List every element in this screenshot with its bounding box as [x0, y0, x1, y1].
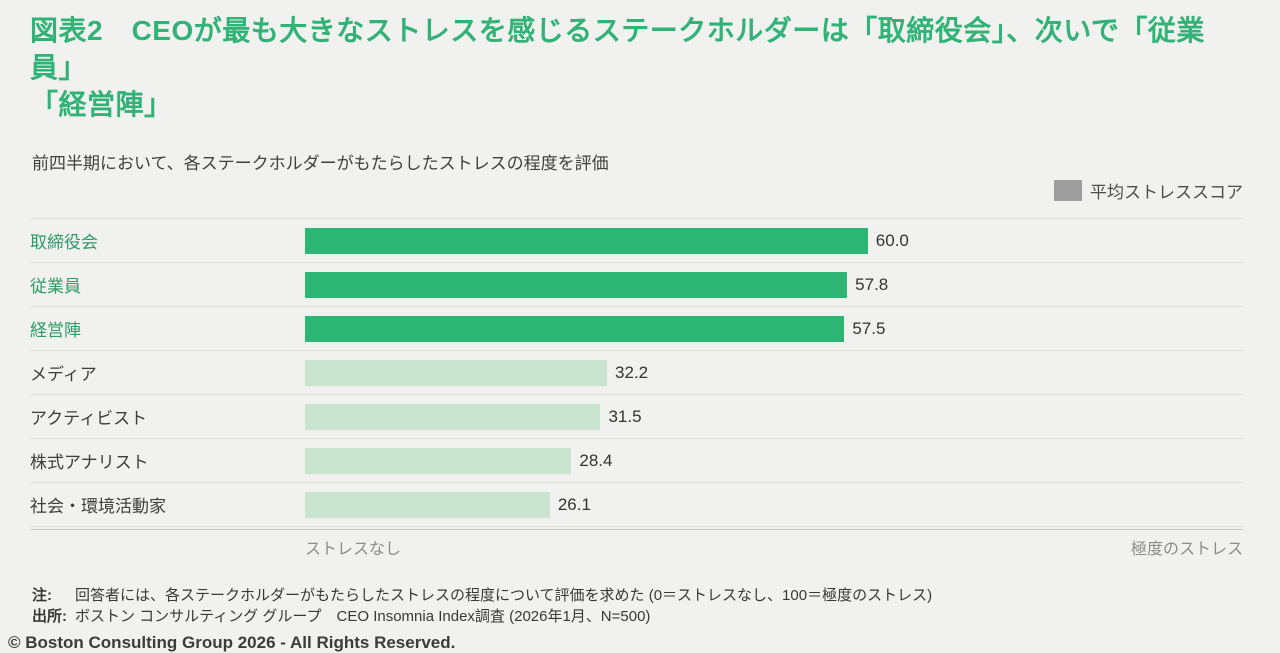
- legend-label: 平均ストレススコア: [1090, 182, 1243, 202]
- source-text: ボストン コンサルティング グループ CEO Insomnia Index調査 …: [75, 608, 651, 625]
- chart-subtitle: 前四半期において、各ステークホルダーがもたらしたストレスの程度を評価: [32, 154, 609, 173]
- bar: [305, 359, 608, 386]
- bar: [305, 271, 848, 298]
- x-axis-min-label: ストレスなし: [305, 541, 402, 558]
- value-label: 32.2: [615, 362, 649, 382]
- bar-track: 32.2: [305, 351, 1243, 394]
- figure-title-line1: 図表2 CEOが最も大きなストレスを感じるステークホルダーは「取締役会」、次いで…: [30, 15, 1205, 83]
- category-label: 経営陣: [30, 321, 81, 340]
- note-label: 注:: [32, 587, 52, 604]
- category-label: 社会・環境活動家: [30, 497, 166, 516]
- figure-title-line2: 「経営陣」: [30, 89, 173, 120]
- bar-track: 60.0: [305, 219, 1243, 262]
- source-line: 出所: ボストン コンサルティング グループ CEO Insomnia Inde…: [32, 606, 1248, 627]
- value-label: 57.5: [852, 318, 886, 338]
- figure-page: 図表2 CEOが最も大きなストレスを感じるステークホルダーは「取締役会」、次いで…: [0, 12, 1280, 652]
- bar-track: 28.4: [305, 439, 1243, 482]
- chart-row: 従業員 57.8: [30, 262, 1243, 306]
- bar-track: 57.5: [305, 307, 1243, 350]
- bar-chart: 取締役会 60.0 従業員 57.8 経営陣 57.5 メディア 32.2 アクティビスト 31.…: [30, 218, 1243, 527]
- legend-swatch-icon: [1054, 179, 1082, 201]
- chart-legend: 平均ストレススコア: [0, 179, 1243, 202]
- copyright-footer: © Boston Consulting Group 2026 - All Rig…: [8, 633, 456, 652]
- bar-track: 31.5: [305, 395, 1243, 438]
- chart-row: 経営陣 57.5: [30, 306, 1243, 350]
- category-label: アクティビスト: [30, 409, 148, 428]
- source-label: 出所:: [32, 608, 67, 625]
- category-label: 従業員: [30, 277, 81, 296]
- figure-title: 図表2 CEOが最も大きなストレスを感じるステークホルダーは「取締役会」、次いで…: [30, 12, 1250, 123]
- value-label: 26.1: [557, 494, 591, 514]
- note-line: 注: 回答者には、各ステークホルダーがもたらしたストレスの程度について評価を求め…: [32, 585, 1248, 606]
- chart-row: メディア 32.2: [30, 350, 1243, 394]
- bar-track: 57.8: [305, 263, 1243, 306]
- value-label: 57.8: [855, 274, 889, 294]
- category-label: 取締役会: [30, 233, 98, 252]
- bar: [305, 491, 550, 518]
- x-axis-labels: ストレスなし 極度のストレス: [305, 535, 1243, 559]
- value-label: 31.5: [608, 406, 642, 426]
- chart-row: 株式アナリスト 28.4: [30, 438, 1243, 482]
- category-label: 株式アナリスト: [30, 453, 149, 472]
- x-axis-max-label: 極度のストレス: [1130, 541, 1243, 558]
- chart-row: 社会・環境活動家 26.1: [30, 482, 1243, 526]
- chart-row: 取締役会 60.0: [30, 218, 1243, 262]
- bar-track: 26.1: [305, 483, 1243, 526]
- value-label: 60.0: [875, 230, 909, 250]
- bar: [305, 315, 845, 342]
- category-label: メディア: [30, 365, 97, 384]
- bar: [305, 447, 572, 474]
- bar: [305, 403, 601, 430]
- x-axis-line: [30, 529, 1243, 530]
- note-text: 回答者には、各ステークホルダーがもたらしたストレスの程度について評価を求めた (…: [75, 587, 933, 604]
- chart-row: アクティビスト 31.5: [30, 394, 1243, 438]
- notes-block: 注: 回答者には、各ステークホルダーがもたらしたストレスの程度について評価を求め…: [32, 585, 1248, 627]
- bar: [305, 227, 868, 254]
- value-label: 28.4: [579, 450, 613, 470]
